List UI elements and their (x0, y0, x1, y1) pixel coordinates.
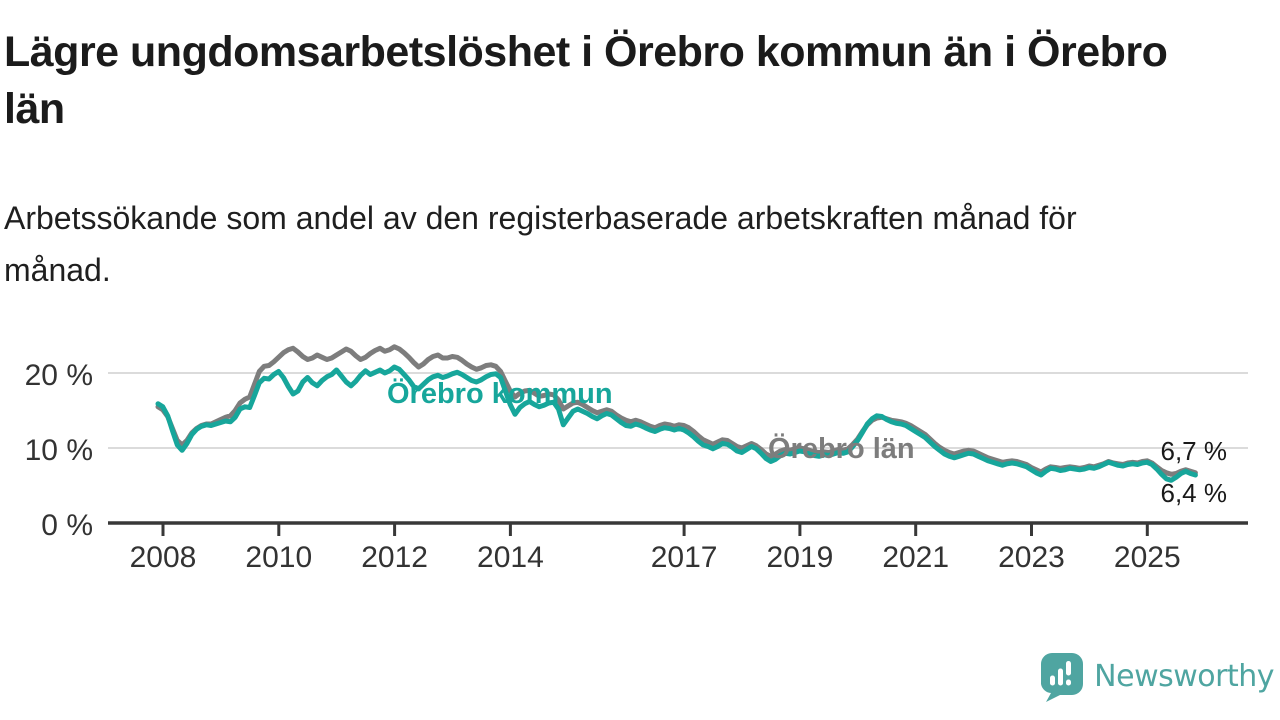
page-title-line2: län (4, 85, 65, 133)
line-chart: 0 % 10 % 20 % 2008 2010 2012 2014 2017 2019 2021 2… (0, 290, 1280, 590)
chart-subtitle-line2: månad. (4, 252, 111, 288)
x-axis-tick-label: 2014 (477, 541, 544, 574)
series-line-kommun (155, 364, 1198, 483)
x-axis-tick-label: 2017 (651, 541, 718, 574)
chart-svg: 0 % 10 % 20 % 2008 2010 2012 2014 2017 2019 2021 2… (25, 344, 1248, 574)
chart-subtitle-line1: Arbetssökande som andel av den registerb… (4, 200, 1077, 236)
chart-subtitle: Arbetssökande som andel av den registerb… (4, 192, 1184, 296)
series-end-value-kommun: 6,4 % (1161, 478, 1228, 508)
newsworthy-logo-icon (1038, 651, 1085, 702)
x-axis-tick-label: 2010 (245, 541, 312, 574)
x-axis-tick-label: 2019 (767, 541, 834, 574)
newsworthy-logo: Newsworthy (1038, 650, 1274, 702)
series-end-value-lan: 6,7 % (1161, 436, 1228, 466)
x-axis-tick-label: 2012 (361, 541, 428, 574)
series-label-kommun: Örebro kommun (387, 377, 613, 410)
series-line-lan (155, 344, 1198, 477)
series-label-lan: Örebro län (768, 432, 915, 465)
x-axis-tick-label: 2023 (998, 541, 1065, 574)
x-axis-tick-label: 2025 (1114, 541, 1181, 574)
bar-chart-bar-tall (1058, 668, 1064, 685)
exclamation-dot (1066, 679, 1072, 685)
page-title-line1: Lägre ungdomsarbetslöshet i Örebro kommu… (4, 28, 1168, 76)
newsworthy-logo-text: Newsworthy (1094, 658, 1274, 694)
page-title: Lägre ungdomsarbetslöshet i Örebro kommu… (4, 24, 1254, 138)
y-axis-tick-label: 20 % (25, 359, 93, 392)
y-axis-tick-label: 0 % (41, 509, 93, 542)
x-axis-tick-label: 2008 (130, 541, 197, 574)
bar-chart-bar-small (1050, 675, 1056, 685)
exclamation-bar (1066, 660, 1072, 675)
x-axis-tick-label: 2021 (882, 541, 949, 574)
y-axis-tick-label: 10 % (25, 434, 93, 467)
